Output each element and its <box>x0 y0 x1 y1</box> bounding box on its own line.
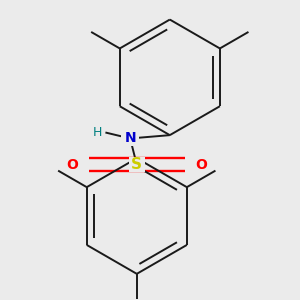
Bar <box>91 126 104 139</box>
Text: O: O <box>67 158 78 172</box>
Bar <box>121 131 139 146</box>
Text: S: S <box>131 158 142 172</box>
Text: O: O <box>195 158 207 172</box>
Text: H: H <box>92 126 102 139</box>
Bar <box>128 158 145 172</box>
Text: N: N <box>124 131 136 146</box>
Bar <box>193 158 209 172</box>
Bar <box>64 158 81 172</box>
